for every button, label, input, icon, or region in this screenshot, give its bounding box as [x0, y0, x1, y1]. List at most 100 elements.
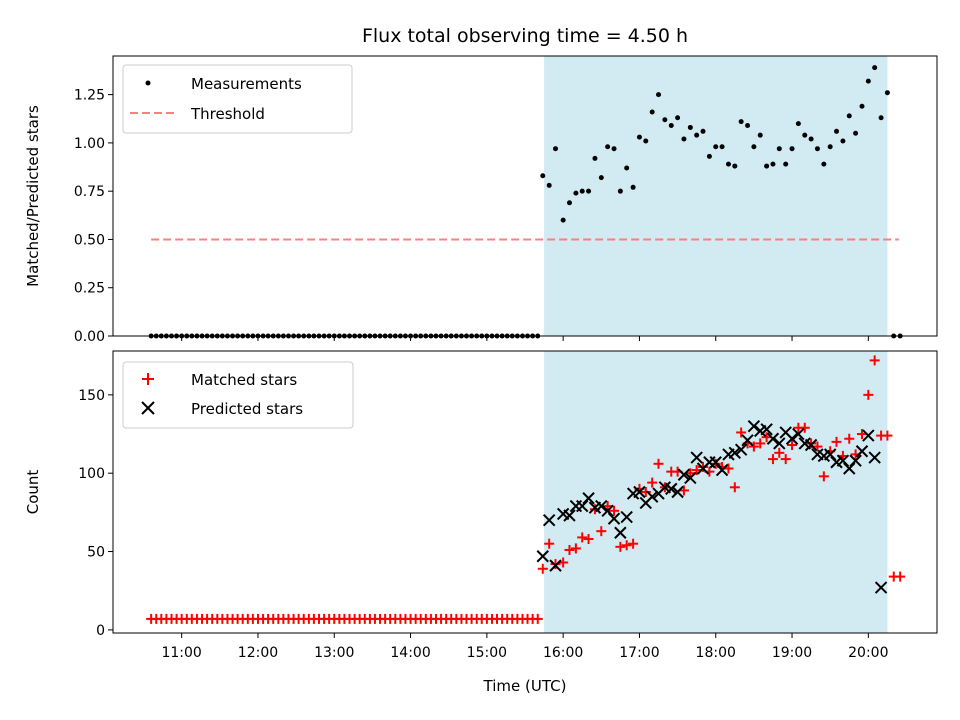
predicted-star-point — [671, 485, 684, 499]
y-tick-label: 150 — [78, 388, 105, 404]
measurement-point — [732, 163, 738, 169]
ratio-panel-frame — [112, 55, 938, 337]
x-axis-label: Time (UTC) — [483, 677, 567, 695]
matched-star-point — [723, 463, 734, 474]
predicted-star-point — [773, 437, 786, 450]
matched-star-point — [697, 461, 708, 472]
x-tick-label: 20:00 — [848, 645, 888, 661]
legend-threshold-label: Threshold — [190, 105, 265, 123]
measurement-point — [719, 144, 725, 150]
predicted-star-point — [709, 456, 722, 469]
legend-matched-label: Matched stars — [191, 371, 297, 389]
predicted-star-point — [855, 445, 869, 458]
measurement-point — [694, 132, 700, 138]
predicted-star-point — [734, 443, 748, 456]
measurement-point — [834, 128, 840, 134]
matched-star-point — [615, 541, 626, 552]
ratio-legend-box — [122, 64, 353, 134]
y-tick-label: 100 — [78, 466, 105, 482]
y-tick-label: 0.50 — [74, 232, 105, 248]
x-tick-label: 15:00 — [467, 645, 507, 661]
measurement-point — [783, 161, 789, 167]
matched-star-point — [544, 538, 555, 549]
matched-star-point — [748, 441, 759, 452]
measurement-point — [668, 123, 674, 129]
counts-y-ticks: 0 50 100 150 — [78, 388, 113, 639]
matched-star-point — [583, 534, 594, 544]
measurement-point — [859, 103, 865, 109]
matched-star-point — [710, 458, 721, 469]
matched-stars-points — [146, 355, 906, 624]
predicted-star-point — [868, 451, 881, 464]
ratio-y-axis-label: Matched/Predicted stars — [24, 105, 42, 287]
x-tick-label: 11:00 — [161, 645, 201, 661]
matched-star-point — [761, 432, 772, 443]
measurement-point — [795, 121, 801, 127]
matched-star-point — [882, 430, 893, 441]
observing-window-bottom — [544, 351, 888, 633]
predicted-star-point — [665, 482, 678, 496]
chart-title: Flux total observing time = 4.50 h — [362, 25, 688, 47]
matched-star-point — [609, 505, 620, 516]
measurement-point — [814, 146, 820, 152]
predicted-star-point — [804, 438, 818, 452]
observing-window-top — [544, 56, 888, 336]
x-tick-label: 18:00 — [696, 645, 736, 661]
matched-star-point — [812, 441, 823, 452]
predicted-star-point — [601, 504, 614, 518]
measurement-point — [808, 136, 814, 142]
predicted-stars-points — [536, 419, 888, 594]
measurement-point — [617, 188, 623, 194]
measurement-point — [757, 132, 763, 138]
measurement-point — [745, 123, 751, 129]
predicted-star-point — [836, 454, 850, 467]
matched-star-point — [780, 454, 791, 465]
matched-star-point — [691, 465, 702, 476]
matched-star-point — [806, 438, 817, 449]
counts-legend: Matched stars Predicted stars — [122, 361, 354, 429]
x-tick-label: 12:00 — [238, 645, 278, 661]
x-tick-label: 16:00 — [543, 645, 583, 661]
matched-star-point — [628, 538, 639, 549]
measurement-point — [540, 173, 546, 179]
ratio-y-ticks: 0.00 0.25 0.50 0.75 1.00 1.25 — [74, 88, 113, 345]
matched-star-point — [653, 458, 664, 469]
measurement-point — [636, 134, 642, 140]
y-tick-label: 0 — [96, 623, 105, 639]
predicted-star-point — [766, 432, 780, 445]
matched-star-point — [564, 544, 575, 555]
measurement-point — [878, 115, 884, 121]
measurement-point — [656, 92, 662, 98]
x-tick-label: 17:00 — [619, 645, 659, 661]
predicted-star-point — [715, 463, 729, 477]
legend-measurements-label: Measurements — [191, 75, 302, 93]
matched-star-point — [647, 477, 658, 488]
x-tick-label: 14:00 — [390, 645, 430, 661]
measurement-point — [706, 153, 712, 159]
measurement-point — [884, 90, 890, 96]
measurement-point — [573, 190, 579, 196]
predicted-star-point — [747, 419, 761, 433]
measurement-point — [662, 117, 668, 123]
matched-star-point — [787, 440, 798, 450]
predicted-star-point — [874, 581, 888, 594]
matched-star-point — [895, 571, 906, 582]
matched-star-point — [857, 429, 868, 440]
measurement-point — [865, 78, 871, 84]
measurement-point — [853, 130, 859, 136]
measurement-point — [776, 146, 782, 152]
predicted-star-point — [792, 427, 805, 441]
predicted-star-point — [849, 454, 862, 467]
measurement-points — [148, 65, 903, 339]
matched-star-point — [596, 526, 607, 537]
y-tick-label: 50 — [87, 545, 105, 561]
measurement-point — [687, 124, 693, 130]
measurement-point — [579, 188, 585, 194]
matched-star-point — [621, 540, 632, 551]
measurement-point — [725, 161, 731, 167]
y-tick-label: 0.75 — [74, 184, 105, 200]
predicted-star-point — [549, 559, 562, 572]
counts-x-ticks: 11:00 12:00 13:00 14:00 15:00 16:00 17:00 18:00… — [161, 633, 889, 661]
y-tick-label: 1.25 — [74, 88, 105, 104]
